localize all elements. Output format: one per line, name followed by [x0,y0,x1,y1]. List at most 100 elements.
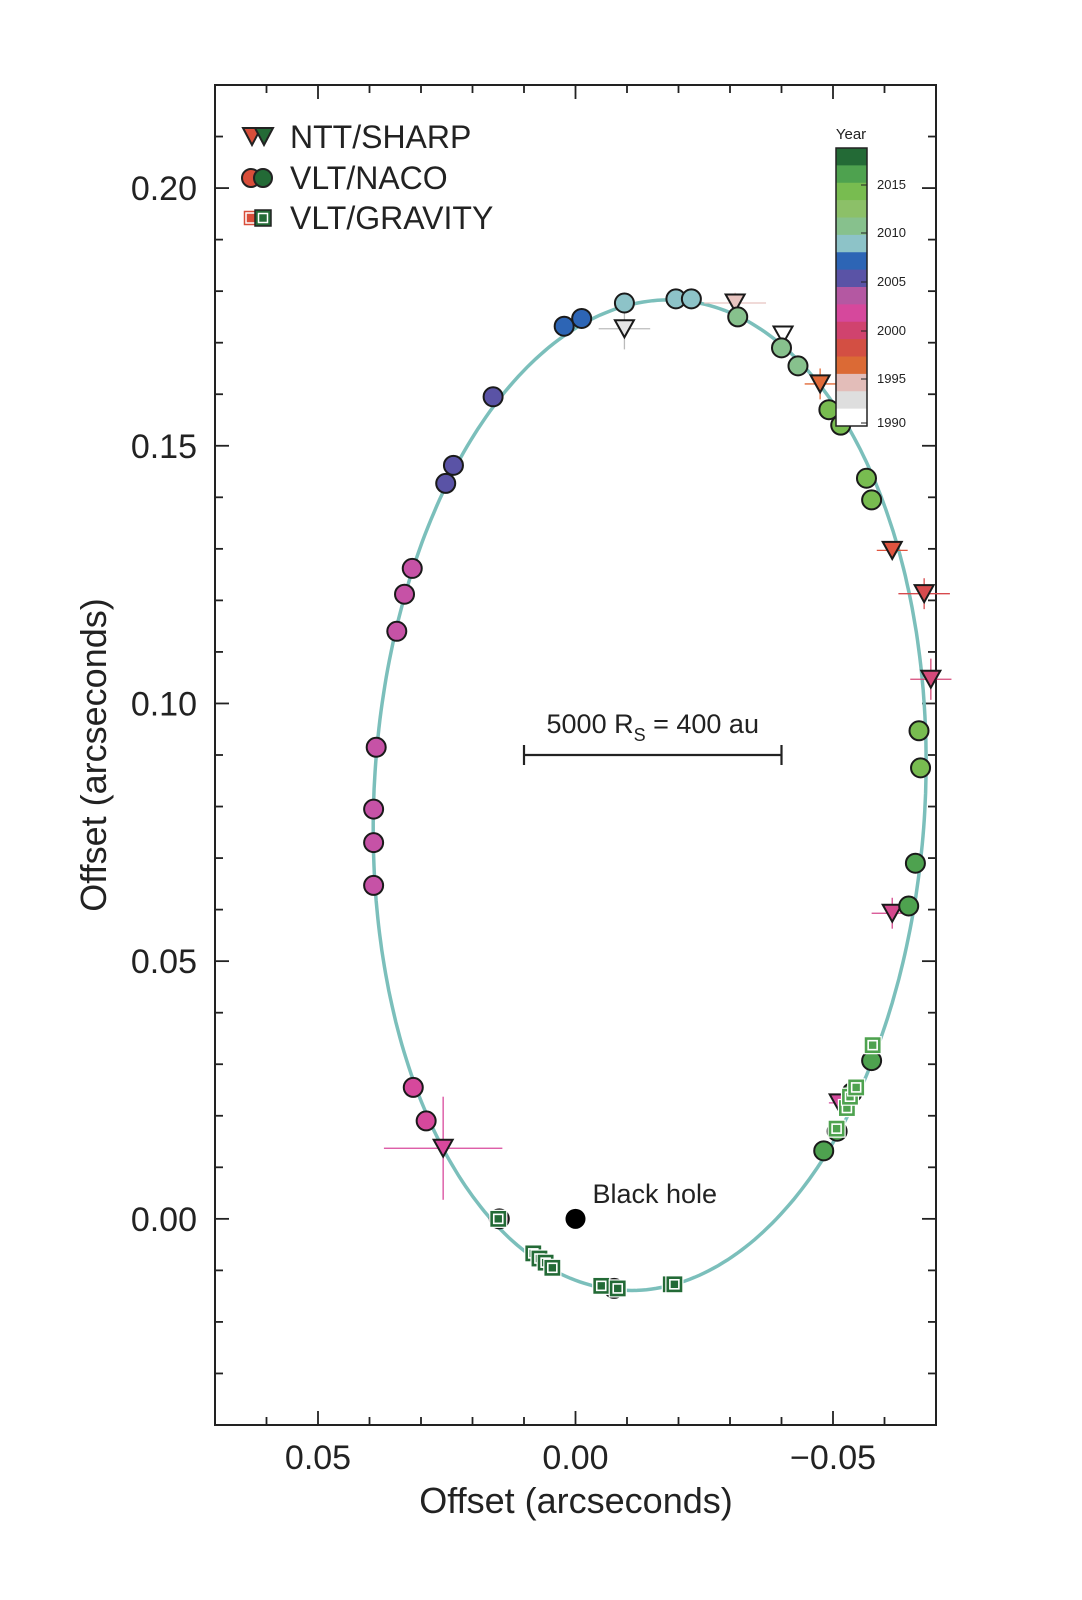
sharp-point [613,319,636,340]
legend-entry-gravity: VLT/GRAVITY [242,200,493,236]
colorbar-cell [836,148,867,166]
naco-point [861,489,883,511]
naco-point [435,472,457,494]
year-colorbar: Year 2015 2010 2005 2000 1995 1990 [835,126,906,430]
naco-point [898,895,920,917]
y-tick-label: 0.10 [131,685,197,723]
gravity-point-inner [595,1280,607,1292]
gravity-point-inner [850,1082,862,1093]
axis-ticks [214,84,937,1426]
naco-point [482,386,504,408]
naco-point [613,292,635,314]
sharp-point [919,669,943,690]
sharp-point [771,325,795,346]
colorbar-cell [836,269,867,288]
y-axis-title: Offset (arcseconds) [73,598,114,911]
scale-bar: 5000 RS = 400 au [522,709,783,765]
naco-point [402,1076,424,1098]
sharp-point [881,903,904,924]
gravity-point-outer [592,1276,611,1295]
naco-point [904,852,926,874]
colorbar-cell [836,356,867,375]
gravity-point-outer [489,1209,508,1228]
gravity-point [863,1036,882,1055]
sharp-point [808,374,832,395]
naco-point [363,874,385,896]
legend-label-gravity: VLT/GRAVITY [290,200,493,236]
gravity-point-inner [867,1039,878,1051]
gravity-point [608,1279,627,1298]
sharp-point [431,1138,455,1159]
colorbar-label: 2010 [877,225,906,240]
gravity-point [847,1078,866,1097]
axis-tick-labels: 0.05 0.00 −0.05 0.00 0.05 0.10 0.15 0.20 [131,170,876,1477]
gravity-point [592,1276,611,1295]
x-tick-label: 0.05 [285,1439,351,1477]
colorbar-cells [836,148,867,427]
x-tick-label: −0.05 [790,1439,876,1477]
gravity-point-inner [831,1123,842,1134]
legend-label-naco: VLT/NACO [290,160,448,196]
colorbar-cell [836,287,867,305]
gravity-point-outer [608,1279,627,1298]
legend-circle-green-icon [253,168,273,188]
y-tick-label: 0.15 [131,428,197,466]
naco-point [553,315,575,337]
naco-point [855,467,877,489]
x-tick-label: 0.00 [542,1439,608,1477]
gravity-point-outer [543,1258,562,1277]
naco-point [386,620,408,642]
colorbar-labels: 2015 2010 2005 2000 1995 1990 [861,177,906,430]
sharp-point [881,540,904,561]
legend-entry-naco: VLT/NACO [241,160,448,196]
sharp-point [723,293,747,314]
naco-point [415,1110,437,1132]
legend-entry-sharp: NTT/SHARP [241,119,471,155]
colorbar-frame [835,147,868,427]
colorbar-label: 1995 [877,371,906,386]
black-hole-label: Black hole [593,1179,718,1209]
gravity-point [665,1275,684,1294]
naco-point [787,355,809,377]
naco-point [401,557,423,579]
colorbar-cell [836,339,867,357]
legend: NTT/SHARP VLT/NACO VLT/GRAVITY [241,119,493,236]
colorbar-cell [836,252,867,271]
colorbar-cell [836,321,867,340]
naco-point [771,337,792,359]
gravity-point-inner [612,1283,624,1294]
colorbar-label: 1990 [877,415,906,430]
naco-point [363,832,385,854]
gravity-point-outer [827,1119,846,1138]
colorbar-cell [836,182,867,201]
naco-point [394,583,416,605]
colorbar-label: 2005 [877,274,906,289]
colorbar-cell [836,217,867,236]
sharp-point [912,584,936,605]
legend-square-green-inner [257,212,269,224]
colorbar-cell [836,408,867,427]
gravity-point [543,1258,562,1277]
colorbar-cell [836,304,867,323]
naco-point [365,736,387,758]
y-tick-label: 0.05 [131,943,197,981]
gravity-point-outer [847,1078,866,1097]
naco-point [813,1140,835,1162]
colorbar-cell [836,391,867,410]
data-markers [363,288,943,1299]
black-hole-marker [565,1208,586,1229]
y-tick-label: 0.20 [131,170,197,208]
naco-point [363,798,385,820]
legend-square-green-icon [254,209,272,227]
naco-point [727,306,749,328]
colorbar-label: 2000 [877,323,906,338]
naco-point [680,288,702,310]
colorbar-cell [836,373,867,392]
y-tick-label: 0.00 [131,1201,197,1239]
gravity-point-outer [863,1036,882,1055]
colorbar-cell [836,165,867,184]
naco-point [908,720,930,742]
gravity-point-inner [547,1262,558,1274]
colorbar-title: Year [836,126,866,143]
